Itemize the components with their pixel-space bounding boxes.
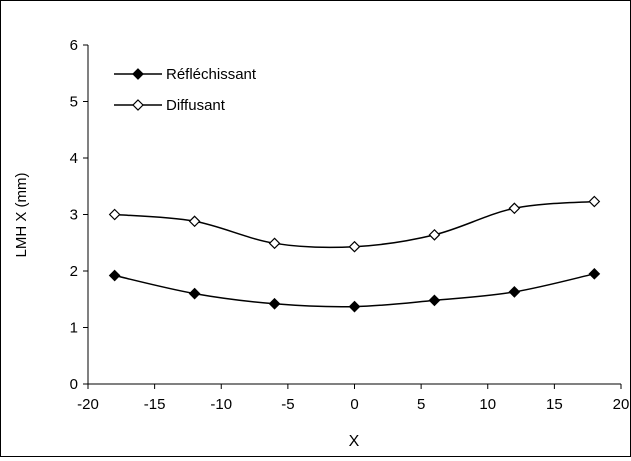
x-tick-label: 15 — [546, 396, 563, 413]
series-line — [114, 200, 595, 249]
series-2 — [108, 195, 601, 253]
y-tick-label: 5 — [70, 94, 78, 111]
y-tick-label: 4 — [70, 150, 78, 167]
data-point — [268, 237, 281, 250]
series-1 — [108, 267, 601, 313]
x-tick-label: 20 — [613, 396, 630, 413]
data-point — [428, 228, 441, 241]
x-tick-label: -10 — [210, 396, 232, 413]
data-point — [188, 215, 201, 228]
data-point — [348, 300, 361, 313]
legend-marker — [132, 68, 144, 80]
data-point — [588, 267, 601, 280]
legend: Réfléchissant Diffusant — [114, 66, 257, 114]
x-tick-label: -5 — [281, 396, 294, 413]
y-tick-label: 2 — [70, 263, 78, 280]
x-tick-label: 5 — [417, 396, 425, 413]
y-tick-label: 6 — [70, 37, 78, 54]
x-tick-label: -20 — [77, 396, 99, 413]
data-point — [348, 240, 361, 253]
x-tick-label: 0 — [350, 396, 358, 413]
data-point — [508, 286, 521, 298]
data-point — [428, 294, 441, 307]
y-axis-title: LMH X (mm) — [13, 173, 30, 258]
x-tick-label: 10 — [479, 396, 496, 413]
y-tick-label: 0 — [70, 376, 78, 393]
x-axis-title: X — [349, 433, 360, 450]
y-tick-label: 1 — [70, 320, 78, 337]
data-point — [108, 269, 121, 282]
data-point — [588, 195, 601, 208]
legend-label: Diffusant — [166, 97, 226, 114]
axes: 0 1 2 3 4 5 6 -20 -15 -10 -5 0 5 10 15 20 — [70, 37, 630, 413]
series-layer — [108, 195, 601, 313]
data-point — [108, 208, 121, 221]
legend-marker — [132, 99, 144, 111]
y-tick-label: 3 — [70, 207, 78, 224]
legend-label: Réfléchissant — [166, 66, 257, 83]
data-point — [508, 202, 521, 215]
data-point — [268, 297, 281, 310]
data-point — [188, 287, 201, 300]
x-tick-label: -15 — [144, 396, 166, 413]
